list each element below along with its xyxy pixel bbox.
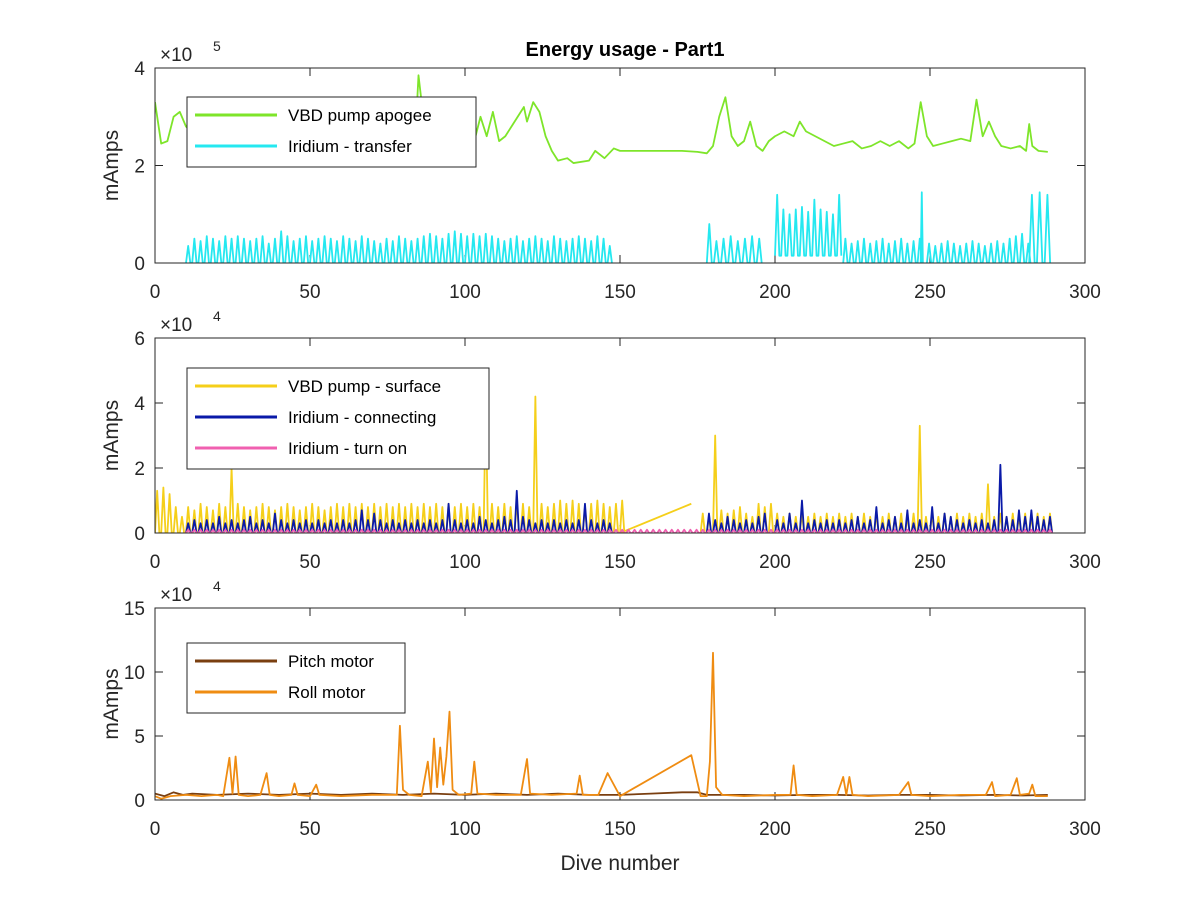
x-tick-label: 200: [759, 552, 791, 573]
x-tick-label: 150: [604, 282, 636, 303]
series-iridium-transfer-segment: [774, 193, 843, 257]
series-iridium-connecting-segment: [185, 489, 613, 533]
legend-roll-motor-label: Roll motor: [288, 683, 366, 702]
legend-iridium-connecting-label: Iridium - connecting: [288, 408, 436, 427]
y-axis-label: mAmps: [100, 400, 123, 471]
series-iridium-transfer: [185, 191, 1052, 263]
y-exponent-power: 4: [213, 308, 221, 324]
x-tick-label: 250: [914, 819, 946, 840]
plot-border: [154, 337, 1086, 534]
y-exponent-label: ×10: [160, 585, 192, 606]
x-tick-label: 300: [1069, 819, 1101, 840]
plot-border: [154, 607, 1086, 801]
x-tick-label: 0: [150, 552, 161, 573]
series-roll-motor: [155, 651, 1048, 800]
plot-border: [154, 67, 1086, 264]
series-iridium-transfer-segment: [842, 237, 923, 263]
series-iridium-turn-on-segment: [185, 528, 1053, 533]
legend: Pitch motor Roll motor: [186, 642, 406, 714]
x-tick-label: 150: [604, 552, 636, 573]
y-exponent-label: ×10: [160, 315, 192, 336]
y-tick-label: 10: [124, 663, 145, 684]
series-vbd-pump-surface-segment: [185, 395, 626, 533]
series-iridium-transfer-segment: [926, 232, 1032, 263]
series-iridium-transfer-segment: [1028, 191, 1052, 263]
y-tick-label: 2: [134, 157, 145, 178]
y-tick-label: 2: [134, 459, 145, 480]
x-tick-label: 300: [1069, 282, 1101, 303]
series-iridium-connecting: [185, 463, 1054, 533]
x-tick-label: 200: [759, 819, 791, 840]
y-tick-label: 0: [134, 254, 145, 275]
y-axis-label: mAmps: [100, 668, 123, 739]
y-tick-label: 15: [124, 599, 145, 620]
x-tick-label: 50: [299, 819, 320, 840]
x-tick-label: 0: [150, 819, 161, 840]
series-iridium-transfer-segment: [919, 191, 924, 263]
top-panel: Energy usage - Part1 0 50 100 150 200 250 300 0…: [100, 38, 1101, 303]
x-tick-label: 0: [150, 282, 161, 303]
series-roll-motor-line: [155, 651, 1048, 800]
x-tick-label: 200: [759, 282, 791, 303]
series-iridium-connecting-segment: [705, 512, 768, 533]
x-tick-label: 250: [914, 552, 946, 573]
y-axis-label: mAmps: [100, 130, 123, 201]
x-tick-label: 300: [1069, 552, 1101, 573]
legend-box: [186, 642, 406, 714]
y-tick-label: 6: [134, 329, 145, 350]
series-iridium-transfer-segment: [705, 223, 763, 263]
y-tick-label: 0: [134, 524, 145, 545]
x-tick-label: 100: [449, 282, 481, 303]
y-exponent-label: ×10: [160, 45, 192, 66]
figure-title: Energy usage - Part1: [526, 39, 725, 61]
legend-iridium-transfer-label: Iridium - transfer: [288, 137, 412, 156]
legend-vbd-pump-surface-label: VBD pump - surface: [288, 377, 441, 396]
y-tick-label: 5: [134, 727, 145, 748]
legend: VBD pump apogee Iridium - transfer: [186, 96, 477, 168]
legend: VBD pump - surface Iridium - connecting Ir…: [186, 367, 490, 470]
middle-panel: 0 50 100 150 200 250 300 0 2 4 6 ×10 4 mAmps VBD pump …: [100, 308, 1101, 573]
x-tick-label: 150: [604, 819, 636, 840]
legend-pitch-motor-label: Pitch motor: [288, 652, 374, 671]
series-vbd-pump-surface-segment: [155, 486, 186, 533]
series-vbd-pump-surface-bridge: [619, 502, 692, 533]
series-iridium-transfer-segment: [185, 230, 613, 263]
bottom-panel: Dive number 0 50 100 150 200 250 300 0 5 10 15 ×10 4…: [100, 578, 1101, 875]
series-iridium-turn-on: [185, 528, 1053, 533]
x-tick-label: 50: [299, 552, 320, 573]
x-tick-label: 250: [914, 282, 946, 303]
x-tick-label: 50: [299, 282, 320, 303]
y-tick-label: 4: [134, 394, 145, 415]
legend-vbd-pump-apogee-label: VBD pump apogee: [288, 106, 432, 125]
y-exponent-power: 4: [213, 578, 221, 594]
x-tick-label: 100: [449, 819, 481, 840]
y-tick-label: 0: [134, 791, 145, 812]
y-tick-label: 4: [134, 59, 145, 80]
x-tick-label: 100: [449, 552, 481, 573]
x-axis-label: Dive number: [560, 852, 679, 875]
legend-iridium-turn-on-label: Iridium - turn on: [288, 439, 407, 458]
legend-box: [186, 96, 477, 168]
series-iridium-connecting-segment: [774, 463, 1054, 533]
y-exponent-power: 5: [213, 38, 221, 54]
